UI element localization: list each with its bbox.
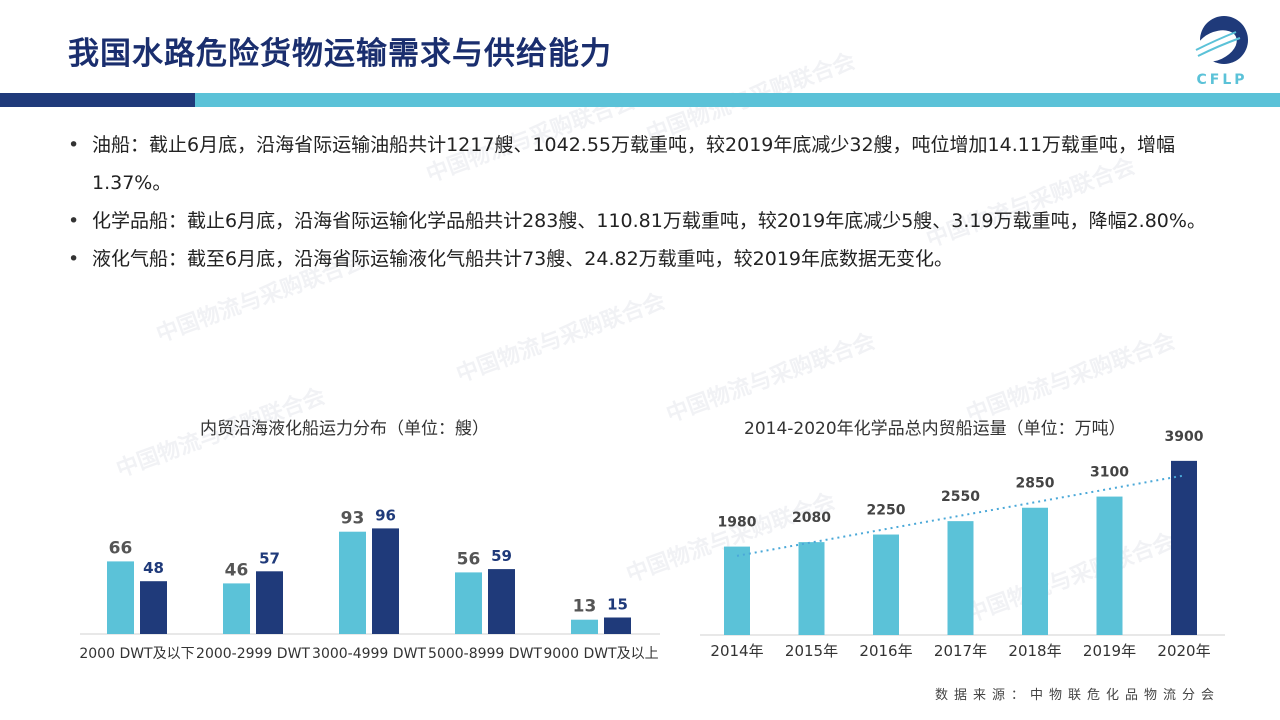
data-label: 2850 [1016,476,1055,492]
data-label: 66 [109,538,133,558]
x-tick-label: 2017年 [934,642,987,660]
bar [947,521,974,635]
x-tick-label: 2020年 [1157,642,1210,660]
data-label: 1980 [718,515,757,531]
bar [798,542,825,635]
data-label: 56 [457,549,481,569]
x-tick-label: 2000-2999 DWT [196,646,310,662]
data-label: 48 [143,559,164,577]
page-title: 我国水路危险货物运输需求与供给能力 [68,36,612,72]
bar [571,619,598,634]
watermark: 中国物流与采购联合会 [453,288,669,388]
bar [140,581,167,634]
data-label: 13 [573,597,597,617]
data-label: 2250 [867,503,906,519]
cflp-logo: CFLP [1186,10,1258,90]
source-note: 数据来源：中物联危化品物流分会 [934,688,1220,703]
bullet-lpg-carriers: 液化气船：截至6月底，沿海省际运输液化气船共计73艘、24.82万载重吨，较20… [68,240,1228,278]
bar [604,617,631,634]
x-tick-label: 5000-8999 DWT [428,646,542,662]
x-tick-label: 2015年 [785,642,838,660]
bar [107,561,134,634]
bar [724,546,750,635]
bar [372,528,399,634]
chart-lpg-capacity: 66 48 2000 DWT及以下 46 57 2000-2999 DWT 93 96 3000… [79,506,660,662]
bar [455,572,482,634]
x-tick-label: 3000-4999 DWT [312,646,426,662]
data-label: 57 [259,549,280,567]
x-tick-label: 2018年 [1008,642,1061,660]
data-label: 96 [375,506,396,524]
data-label: 3900 [1165,430,1204,445]
cflp-logo-icon: CFLP [1195,16,1248,88]
x-tick-label: 2016年 [859,642,912,660]
data-label: 93 [341,509,365,529]
x-tick-label: 2014年 [710,642,763,660]
data-label: 2080 [792,510,831,526]
header-accent-dark [0,93,195,107]
x-tick-label: 2000 DWT及以下 [79,646,194,662]
data-label: 46 [225,560,249,580]
data-label: 59 [491,547,512,565]
bar [1022,507,1048,635]
bar [1171,460,1197,635]
bar [1096,496,1123,635]
bullet-oil-tankers: 油船：截止6月底，沿海省际运输油船共计1217艘、1042.55万载重吨，较20… [68,126,1228,202]
header-accent-light [195,93,1280,107]
bar [488,569,515,634]
data-label: 2550 [941,489,980,505]
logo-text: CFLP [1196,72,1247,88]
bar [256,571,283,634]
watermark: 中国物流与采购联合会 [963,328,1179,428]
chart2-title: 2014-2020年化学品总内贸船运量（单位：万吨） [744,419,1126,439]
data-label: 15 [607,596,628,614]
x-tick-label: 2019年 [1083,642,1136,660]
watermark: 中国物流与采购联合会 [663,328,879,428]
bar [339,531,366,634]
chart-chemical-volume: 1980 2014年 2080 2015年 2250 2016年 2550 2017年 2850… [700,430,1225,660]
x-tick-label: 9000 DWT及以上 [543,646,658,662]
data-label: 3100 [1090,465,1129,481]
bar [223,583,250,634]
chart1-title: 内贸沿海液化船运力分布（单位：艘） [200,419,489,439]
bar [873,534,899,635]
bullet-list: 油船：截止6月底，沿海省际运输油船共计1217艘、1042.55万载重吨，较20… [68,126,1228,278]
bullet-chemical-tankers: 化学品船：截止6月底，沿海省际运输化学品船共计283艘、110.81万载重吨，较… [68,202,1228,240]
trend-line [736,474,1185,557]
